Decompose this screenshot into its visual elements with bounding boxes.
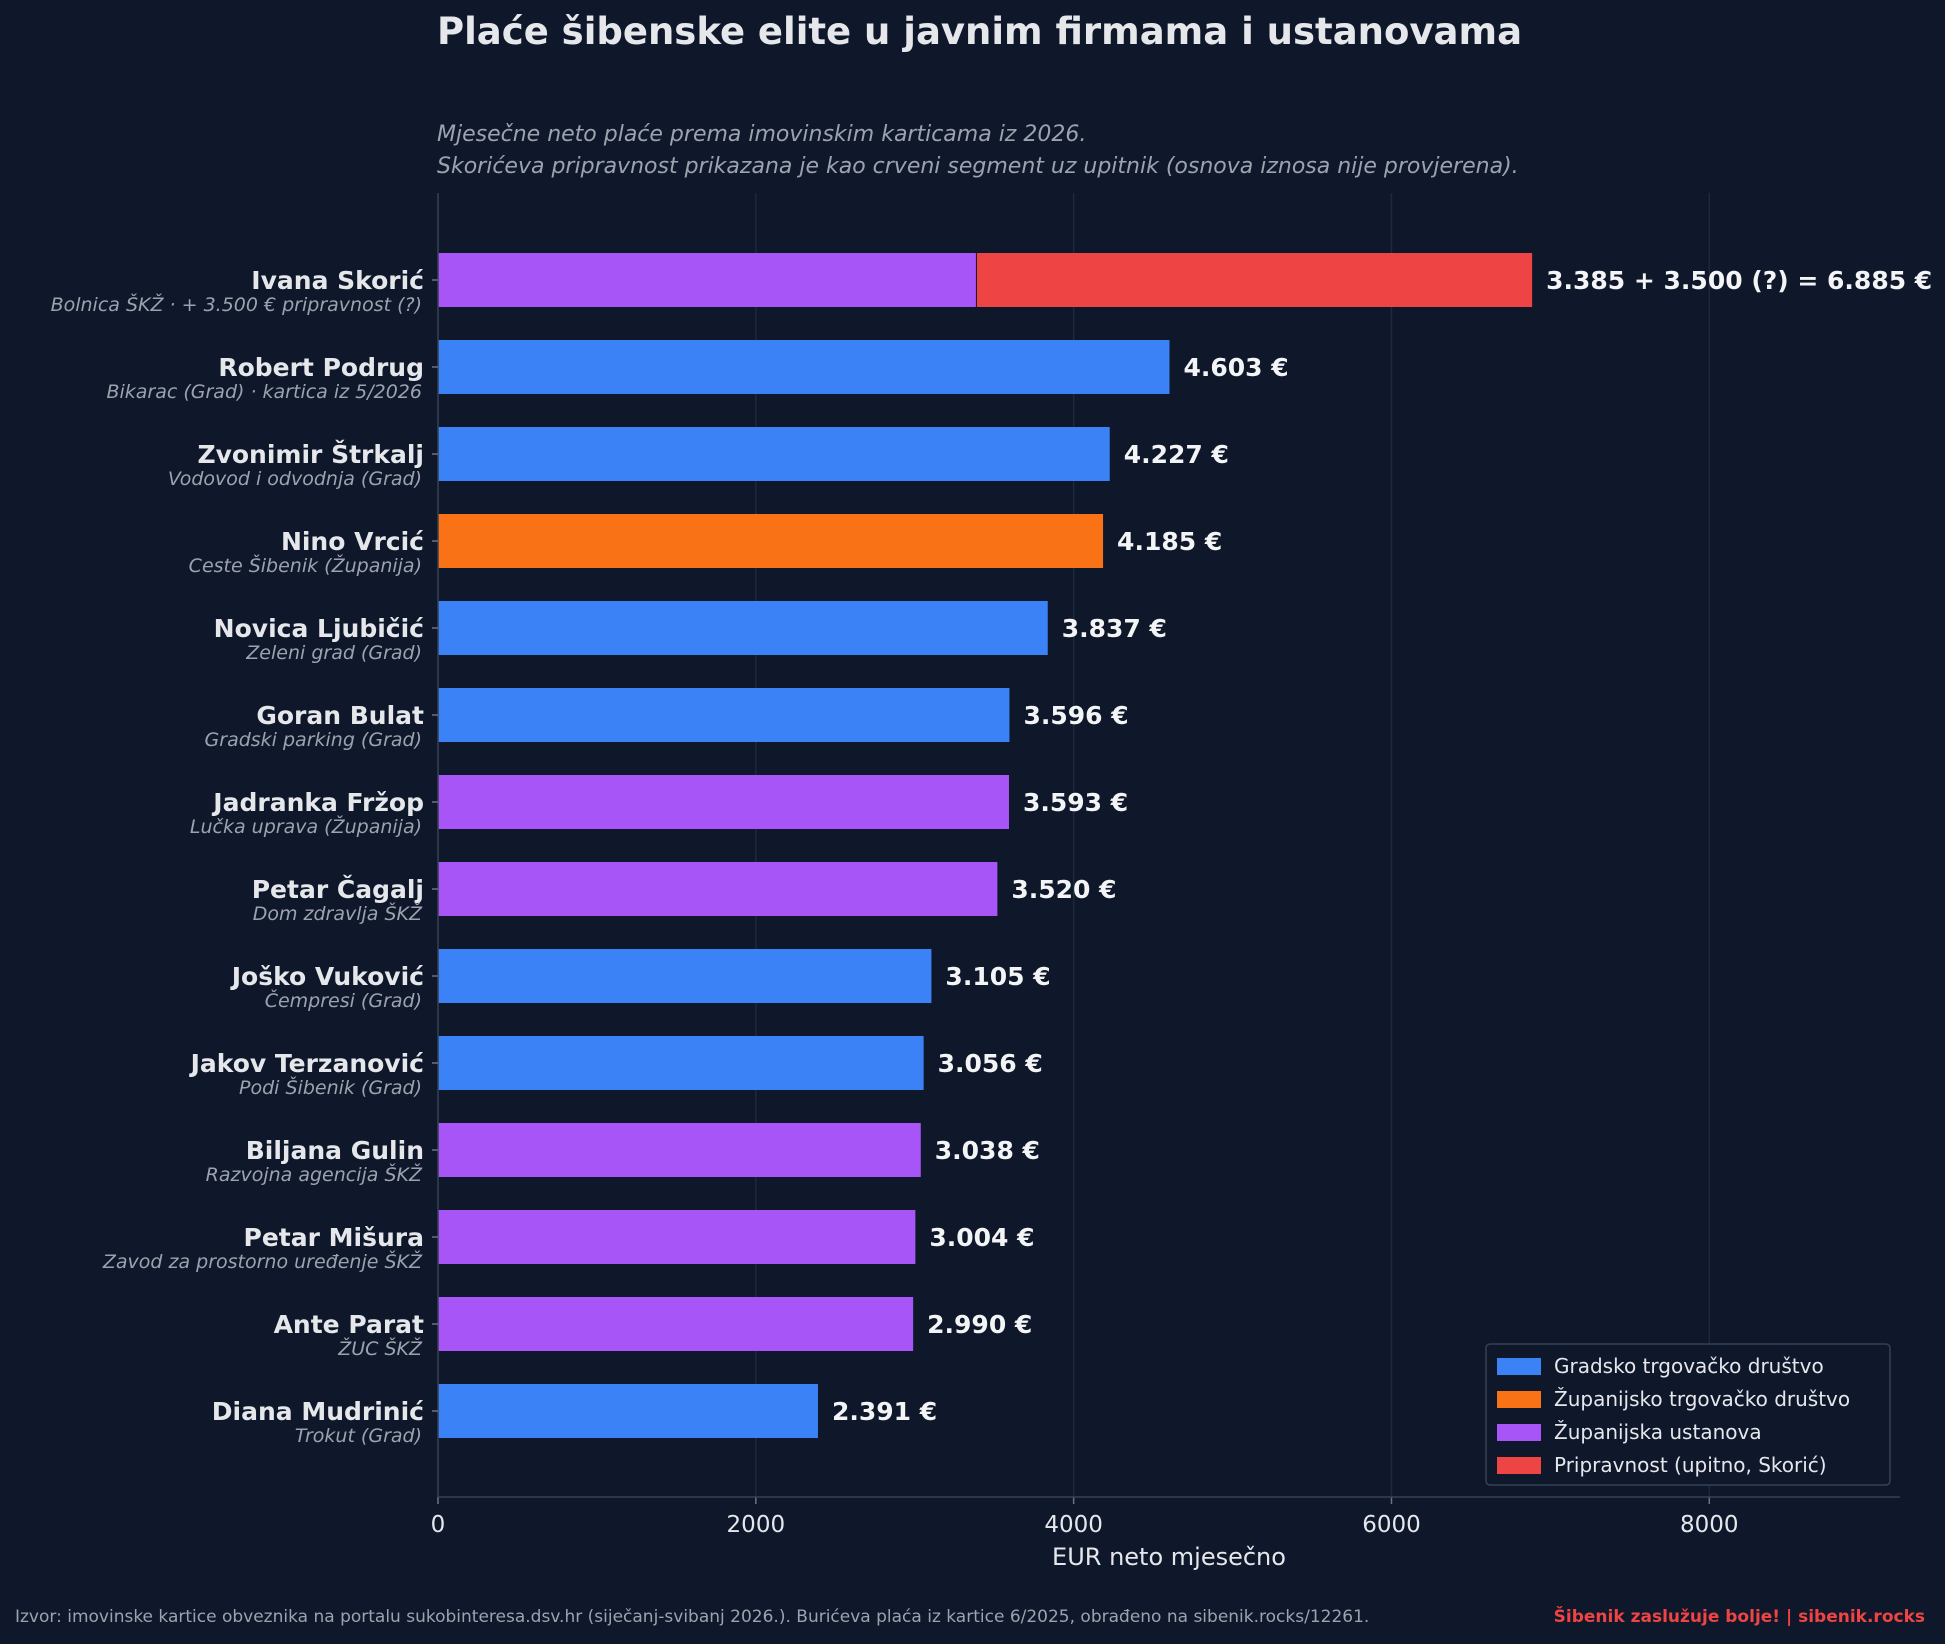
bar bbox=[438, 1123, 921, 1177]
bar bbox=[438, 862, 998, 916]
value-label: 4.603 € bbox=[1183, 353, 1288, 382]
x-tick-label: 0 bbox=[431, 1512, 446, 1538]
legend-label: Županijska ustanova bbox=[1554, 1420, 1762, 1444]
row-name: Jadranka Fržop bbox=[211, 788, 424, 817]
row-org: Lučka uprava (Županija) bbox=[190, 815, 422, 838]
row-org: Dom zdravlja ŠKŽ bbox=[253, 901, 423, 925]
legend-label: Pripravnost (upitno, Skorić) bbox=[1554, 1453, 1827, 1477]
value-label: 3.056 € bbox=[938, 1049, 1043, 1078]
value-label: 4.185 € bbox=[1117, 527, 1222, 556]
row-org: Gradski parking (Grad) bbox=[205, 729, 422, 751]
x-axis: 0 2000 4000 6000 8000 bbox=[431, 193, 1900, 1538]
bar bbox=[438, 1210, 916, 1264]
legend-swatch bbox=[1497, 1457, 1541, 1474]
bar bbox=[438, 1297, 914, 1351]
chart-subtitle-line-2: Skorićeva pripravnost prikazana je kao c… bbox=[437, 154, 1519, 179]
x-tick-label: 4000 bbox=[1044, 1512, 1103, 1538]
chart-subtitle-line-1: Mjesečne neto plaće prema imovinskim kar… bbox=[437, 122, 1086, 147]
row-name: Novica Ljubičić bbox=[214, 614, 424, 643]
value-label: 3.385 + 3.500 (?) = 6.885 € bbox=[1546, 266, 1932, 295]
legend-box bbox=[1485, 1343, 1891, 1486]
x-tick-label: 2000 bbox=[727, 1512, 786, 1538]
legend-label: Gradsko trgovačko društvo bbox=[1554, 1354, 1824, 1378]
value-label: 3.520 € bbox=[1011, 875, 1116, 904]
value-label: 3.105 € bbox=[945, 962, 1050, 991]
footer-brand-link[interactable]: Šibenik zaslužuje bolje! | sibenik.rocks bbox=[1553, 1607, 1925, 1627]
row-org: ŽUC ŠKŽ bbox=[337, 1336, 423, 1360]
row-name: Robert Podrug bbox=[218, 353, 424, 382]
row-name: Petar Mišura bbox=[244, 1223, 424, 1252]
value-label: 3.004 € bbox=[929, 1223, 1034, 1252]
chart-title: Plaće šibenske elite u javnim firmama i … bbox=[437, 10, 1522, 53]
row-name: Goran Bulat bbox=[256, 701, 424, 730]
row-org: Zeleni grad (Grad) bbox=[245, 642, 422, 664]
value-label: 3.596 € bbox=[1023, 701, 1128, 730]
value-label: 2.990 € bbox=[927, 1310, 1032, 1339]
value-label: 4.227 € bbox=[1124, 440, 1229, 469]
row-org: Zavod za prostorno uređenje ŠKŽ bbox=[102, 1249, 423, 1273]
bar bbox=[438, 427, 1110, 481]
row-name: Zvonimir Štrkalj bbox=[197, 439, 424, 469]
bar bbox=[438, 253, 976, 307]
row-name: Nino Vrcić bbox=[281, 527, 424, 556]
row-org: Trokut (Grad) bbox=[295, 1425, 422, 1447]
legend-label: Županijsko trgovačko društvo bbox=[1554, 1387, 1850, 1411]
bars: 3.385 + 3.500 (?) = 6.885 € 4.603 € 4.227 … bbox=[438, 253, 1932, 1438]
row-name: Ivana Skorić bbox=[251, 266, 424, 295]
bar bbox=[438, 601, 1048, 655]
bar bbox=[438, 514, 1104, 568]
row-name: Diana Mudrinić bbox=[212, 1397, 424, 1426]
x-tick-label: 8000 bbox=[1680, 1512, 1739, 1538]
bar bbox=[438, 949, 932, 1003]
value-label: 3.837 € bbox=[1062, 614, 1167, 643]
row-name: Joško Vuković bbox=[230, 962, 424, 991]
row-name: Jakov Terzanović bbox=[189, 1049, 424, 1078]
legend-swatch bbox=[1497, 1424, 1541, 1441]
row-org: Ceste Šibenik (Županija) bbox=[189, 553, 422, 577]
row-org: Podi Šibenik (Grad) bbox=[239, 1075, 422, 1099]
footer-source: Izvor: imovinske kartice obveznika na po… bbox=[15, 1607, 1370, 1627]
row-name: Petar Čagalj bbox=[252, 874, 424, 904]
bar bbox=[438, 688, 1010, 742]
bar bbox=[438, 1036, 924, 1090]
bar bbox=[438, 1384, 818, 1438]
row-org: Vodovod i odvodnja (Grad) bbox=[168, 468, 422, 490]
legend-swatch bbox=[1497, 1358, 1541, 1375]
row-org: Bikarac (Grad) · kartica iz 5/2026 bbox=[106, 381, 422, 403]
legend: Gradsko trgovačko društvo Županijsko trgo… bbox=[1485, 1343, 1891, 1486]
row-name: Biljana Gulin bbox=[246, 1136, 424, 1165]
row-org: Bolnica ŠKŽ · + 3.500 € pripravnost (?) bbox=[51, 292, 422, 316]
row-org: Čempresi (Grad) bbox=[265, 988, 422, 1012]
gridlines bbox=[755, 193, 1711, 1497]
bar bbox=[438, 775, 1009, 829]
x-axis-label: EUR neto mjesečno bbox=[1052, 1543, 1286, 1571]
row-name: Ante Parat bbox=[274, 1310, 424, 1339]
value-label: 2.391 € bbox=[832, 1397, 937, 1426]
value-label: 3.038 € bbox=[935, 1136, 1040, 1165]
legend-swatch bbox=[1497, 1391, 1541, 1408]
row-org: Razvojna agencija ŠKŽ bbox=[206, 1162, 423, 1186]
value-label: 3.593 € bbox=[1023, 788, 1128, 817]
bar-extra-segment bbox=[976, 253, 1533, 307]
bar bbox=[438, 340, 1170, 394]
x-tick-label: 6000 bbox=[1362, 1512, 1421, 1538]
